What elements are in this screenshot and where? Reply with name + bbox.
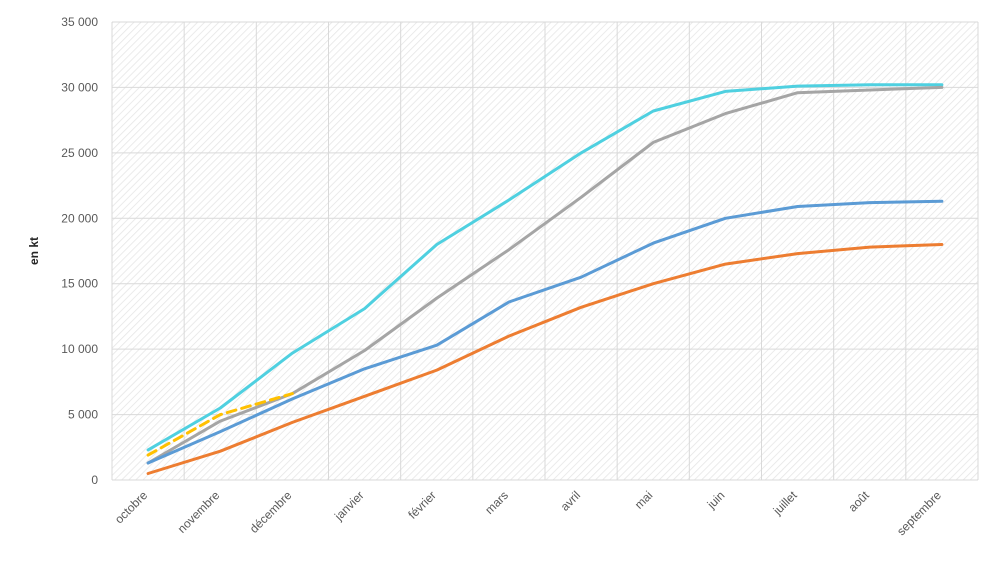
x-axis-ticks: octobre novembre décembre janvier février mar…: [112, 488, 944, 538]
x-tick-label: janvier: [331, 488, 367, 524]
series-line-4: [146, 243, 944, 475]
series-line-3: [146, 199, 944, 465]
y-tick-label: 0: [91, 473, 98, 487]
y-tick-label: 10 000: [61, 342, 98, 356]
y-tick-label: 15 000: [61, 277, 98, 291]
x-tick-label: mars: [482, 488, 511, 517]
series-line-1: [146, 83, 944, 452]
series-lines: [146, 83, 944, 475]
y-tick-label: 25 000: [61, 146, 98, 160]
series-line-5: [146, 392, 294, 457]
x-tick-label: novembre: [175, 488, 223, 536]
x-tick-label: avril: [558, 488, 583, 513]
x-tick-label: juin: [704, 488, 728, 512]
y-tick-label: 20 000: [61, 211, 98, 225]
y-axis-ticks: 0 5 000 10 000 15 000 20 000 25 000 30 000 35 0…: [61, 15, 98, 487]
x-tick-label: décembre: [247, 488, 295, 536]
x-tick-label: juillet: [770, 488, 800, 518]
y-axis-label: en kt: [27, 237, 41, 265]
x-tick-label: octobre: [112, 488, 150, 526]
y-tick-label: 5 000: [68, 408, 98, 422]
x-tick-label: août: [845, 488, 872, 515]
x-tick-label: février: [405, 488, 438, 521]
x-tick-label: septembre: [894, 488, 944, 538]
y-tick-label: 35 000: [61, 15, 98, 29]
y-tick-label: 30 000: [61, 80, 98, 94]
x-tick-label: mai: [632, 488, 656, 512]
